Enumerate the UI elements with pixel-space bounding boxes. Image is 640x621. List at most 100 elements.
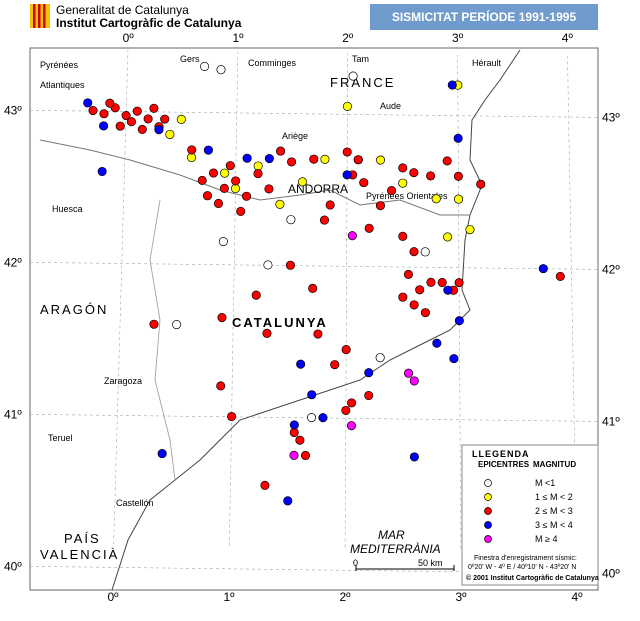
epicenter bbox=[375, 155, 386, 165]
epicenter bbox=[276, 146, 286, 156]
title-box bbox=[370, 4, 598, 30]
epicenter bbox=[227, 411, 237, 422]
epicenter bbox=[83, 98, 93, 108]
epicenter bbox=[364, 368, 374, 378]
legend-box bbox=[461, 444, 599, 586]
legend-label: M ≥ 4 bbox=[535, 534, 557, 544]
epicenter bbox=[176, 114, 186, 124]
epicenter bbox=[447, 80, 457, 90]
epicenter bbox=[426, 171, 436, 181]
epicenter bbox=[409, 247, 419, 257]
epicenter bbox=[220, 168, 230, 178]
epicenter bbox=[157, 449, 167, 459]
epicenter bbox=[217, 312, 227, 323]
epicenter bbox=[300, 450, 311, 461]
place: Pyrénées bbox=[40, 60, 79, 70]
title: SISMICITAT PERÍODE 1991-1995 bbox=[392, 9, 577, 24]
sea-label: MAR bbox=[378, 528, 405, 542]
graticule-line bbox=[567, 56, 577, 551]
place: Castellón bbox=[116, 498, 154, 508]
epicenter bbox=[225, 161, 235, 171]
epicenter bbox=[465, 225, 475, 235]
epicenter bbox=[403, 269, 413, 279]
sea-label: MEDITERRÀNIA bbox=[350, 541, 441, 556]
epicenter bbox=[443, 232, 453, 242]
epicenter bbox=[325, 200, 335, 210]
epicenter bbox=[307, 390, 317, 400]
epicenter bbox=[230, 183, 241, 194]
epicenter bbox=[453, 194, 464, 204]
epicenter bbox=[287, 157, 297, 167]
epicenter bbox=[262, 328, 272, 338]
map-frame bbox=[29, 47, 599, 591]
epicenter bbox=[409, 300, 419, 310]
epicenter bbox=[286, 215, 296, 225]
graticule-line bbox=[113, 50, 129, 545]
place: Zaragoza bbox=[104, 376, 142, 386]
epicenter bbox=[264, 154, 274, 164]
legend-window-title: Finestra d'enregistrament sísmic: bbox=[474, 555, 577, 562]
epicenter bbox=[219, 183, 229, 193]
lon-tick-label: 0º bbox=[107, 590, 119, 604]
epicenter bbox=[203, 145, 213, 155]
epicenter bbox=[289, 450, 299, 460]
lon-tick-label: 4º bbox=[571, 590, 583, 604]
place: Hérault bbox=[472, 58, 502, 68]
epicenter bbox=[342, 101, 352, 111]
place-labels: Pyrénées Atlantiques Gers Comminges Tam … bbox=[40, 54, 502, 562]
epicenter bbox=[420, 308, 430, 318]
epicenter bbox=[342, 147, 352, 157]
scale-bar: 0 50 km bbox=[353, 558, 455, 571]
epicenter bbox=[437, 277, 447, 288]
epicenter bbox=[263, 260, 273, 270]
lon-tick-label: 3º bbox=[452, 31, 464, 45]
epicenter bbox=[88, 106, 98, 116]
epicenter bbox=[200, 61, 210, 71]
epicenter bbox=[236, 206, 246, 216]
epicenter bbox=[454, 316, 464, 326]
place: Atlantiques bbox=[40, 80, 85, 90]
border bbox=[39, 139, 470, 216]
graticule-line bbox=[229, 51, 239, 546]
epicenter bbox=[353, 155, 363, 165]
epicenter bbox=[202, 191, 213, 201]
epicenter bbox=[218, 237, 228, 247]
epicenter bbox=[165, 129, 175, 139]
epicenter bbox=[289, 420, 299, 430]
legend-marker bbox=[484, 493, 492, 501]
epicenter bbox=[187, 152, 197, 163]
place: Comminges bbox=[248, 58, 297, 68]
epicenter bbox=[115, 121, 125, 131]
epicenter bbox=[143, 114, 153, 124]
epicenter bbox=[398, 163, 408, 173]
epicenter bbox=[242, 153, 252, 163]
epicenter bbox=[426, 277, 436, 287]
epicenter bbox=[342, 170, 352, 180]
agency-line1: Generalitat de Catalunya bbox=[56, 3, 189, 17]
epicenter bbox=[449, 354, 459, 364]
legend-marker bbox=[484, 535, 492, 543]
epicenter bbox=[126, 117, 136, 127]
lon-tick-label: 4º bbox=[562, 31, 574, 45]
graticule-line bbox=[457, 54, 462, 549]
legend-marker bbox=[484, 507, 492, 515]
scale-start: 0 bbox=[353, 558, 358, 568]
place: ANDORRA bbox=[288, 182, 348, 196]
epicenter bbox=[330, 360, 340, 370]
legend-label: 3 ≤ M < 4 bbox=[535, 520, 573, 530]
place: Ariège bbox=[282, 131, 308, 141]
epicenter bbox=[347, 398, 357, 408]
lat-tick-label: 41º bbox=[602, 414, 620, 428]
legend-marker bbox=[484, 479, 492, 487]
epicenter bbox=[364, 223, 374, 233]
epicenter bbox=[538, 264, 548, 274]
epicenter bbox=[99, 121, 109, 131]
epicenter bbox=[375, 353, 385, 363]
graticule-line bbox=[29, 262, 599, 270]
epicenter bbox=[443, 285, 453, 295]
legend-col: MAGNITUD bbox=[533, 460, 576, 469]
epicenter bbox=[275, 199, 285, 209]
epicenter bbox=[320, 154, 330, 164]
lon-tick-label: 0º bbox=[123, 31, 135, 45]
epicenter bbox=[442, 156, 452, 166]
